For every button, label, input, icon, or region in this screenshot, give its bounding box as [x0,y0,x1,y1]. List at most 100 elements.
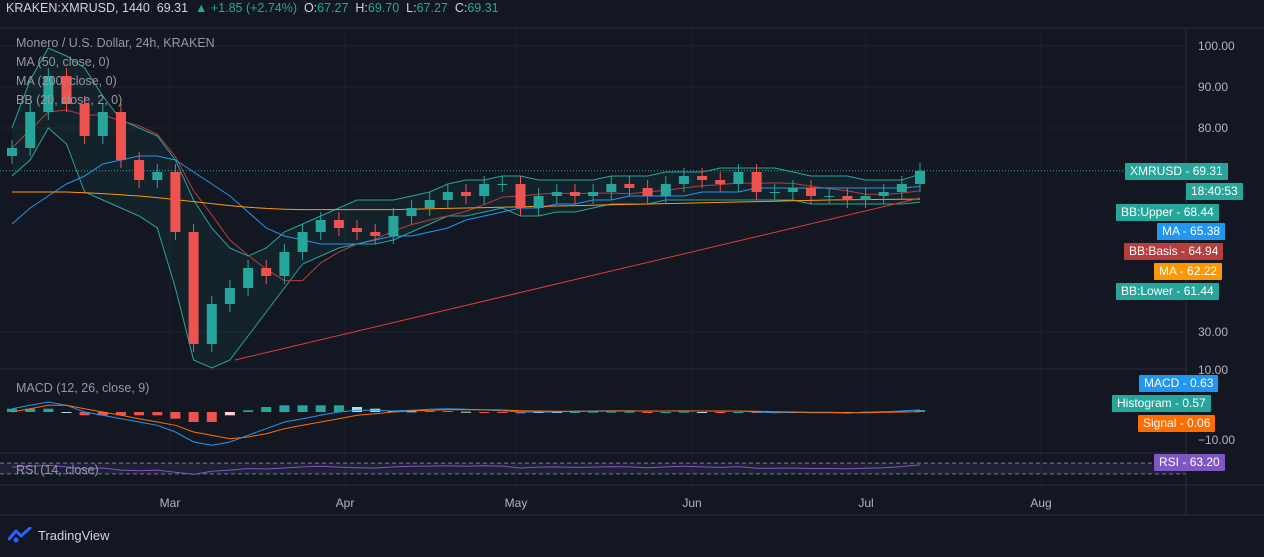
macd-histogram-bar [188,412,199,422]
macd-histogram-bar [206,412,217,422]
macd-histogram-bar [588,411,599,413]
macd-histogram-bar [479,412,490,413]
candle-body [787,188,798,192]
candle-body [896,184,907,192]
macd-histogram-bar [660,412,671,413]
candle-body [134,160,145,180]
candle-body [715,180,726,184]
rsi-tag: RSI - 63.20 [1154,454,1225,471]
macd-histogram-bar [497,412,508,413]
time-tick: Apr [335,496,355,510]
macd-histogram-bar [97,412,108,416]
price-tag: XMRUSD - 69.31 [1125,163,1228,180]
close-value: 69.31 [467,1,499,15]
macd-histogram-bar [333,405,344,412]
candle-body [406,208,417,216]
price-tick: 90.00 [1198,80,1229,94]
macd-histogram-bar [7,408,17,412]
macd-tag: MACD - 0.63 [1139,375,1219,392]
macd-histogram-bar [733,412,744,413]
macd-tick: −10.00 [1198,433,1236,447]
candle-body [97,112,108,136]
macd-histogram-bar [170,412,181,419]
macd-histogram-bar [116,412,126,416]
rsi-pane [0,462,1186,475]
chart-title: Monero / U.S. Dollar, 24h, KRAKEN [16,36,215,50]
macd-histogram-bar [915,410,925,412]
macd-histogram-bar [352,407,362,412]
brand-name: TradingView [38,527,110,543]
candle-body [224,288,235,304]
last-price: 69.31 [156,1,189,15]
legend-bb[interactable]: BB (20, close, 2, 0) [16,93,123,107]
macd-histogram-bar [697,412,708,413]
candle-body [588,192,599,196]
candle-body [279,252,290,276]
legend-macd[interactable]: MACD (12, 26, close, 9) [16,381,150,395]
candle-body [243,268,254,288]
legend-ma200[interactable]: MA (200, close, 0) [16,74,117,88]
candle-body [461,192,471,196]
bb-basis-line [11,109,921,282]
ma200-tag: MA - 62.22 [1154,263,1223,280]
macd-histogram-bar [79,412,90,416]
candle-body [697,176,708,180]
low-value: 67.27 [416,1,448,15]
macd-histogram-bar [715,412,726,413]
candle-body [370,232,381,236]
legend-ma50[interactable]: MA (50, close, 0) [16,55,110,69]
macd-histogram-bar [678,411,689,413]
candle-body [206,304,217,344]
symbol-label: KRAKEN:XMRUSD, 1440 [6,1,150,15]
legend-rsi[interactable]: RSI (14, close) [16,463,99,477]
chart-header: KRAKEN:XMRUSD, 1440 69.31 ▲ +1.85 (+2.74… [6,1,499,15]
bb-upper-tag: BB:Upper - 68.44 [1116,204,1219,221]
ma50-line [11,155,921,245]
candle-body [333,220,344,228]
macd-histogram-bar [570,412,580,413]
rsi-band [0,463,1186,474]
high-label: H: [355,1,368,15]
trend-line [234,197,921,361]
candle-body [79,104,90,136]
rsi-line [11,464,921,475]
macd-histogram-bar [424,411,435,412]
macd-histogram-bar [243,410,254,412]
tradingview-logo-icon [8,527,32,543]
candle-body [515,184,526,208]
candle-body [824,196,835,197]
macd-histogram-bar [515,412,526,414]
macd-histogram-bar [261,407,272,412]
open-value: 67.27 [317,1,349,15]
price-tick: 100.00 [1198,39,1235,53]
footer-brand[interactable]: TradingView [8,527,110,543]
candle-body [7,148,17,156]
macd-histogram-bar [461,411,471,413]
candle-body [533,196,544,208]
candles [7,68,925,352]
countdown-tag: 18:40:53 [1186,183,1243,200]
time-tick: Mar [159,496,181,510]
pane-frames [0,27,1264,516]
ma50-tag: MA - 65.38 [1157,223,1226,240]
candle-body [152,172,163,180]
close-label: C: [454,1,468,15]
bb-lower-line [11,127,921,369]
candle-body [551,192,562,196]
price-tick: 30.00 [1198,325,1229,339]
bb-upper-line [11,47,921,257]
time-tick: Aug [1030,496,1052,510]
macd-histogram-bar [624,411,635,413]
macd-histogram-bar [406,411,417,413]
candle-body [497,184,508,185]
time-tick: May [504,496,528,510]
candle-body [570,192,580,196]
candle-body [25,112,36,148]
time-tick: Jul [858,496,874,510]
macd-histogram-bar [61,412,72,413]
candle-body [116,112,126,160]
candle-body [479,184,490,196]
candle-body [388,216,399,236]
macd-histogram-bar [152,412,163,416]
